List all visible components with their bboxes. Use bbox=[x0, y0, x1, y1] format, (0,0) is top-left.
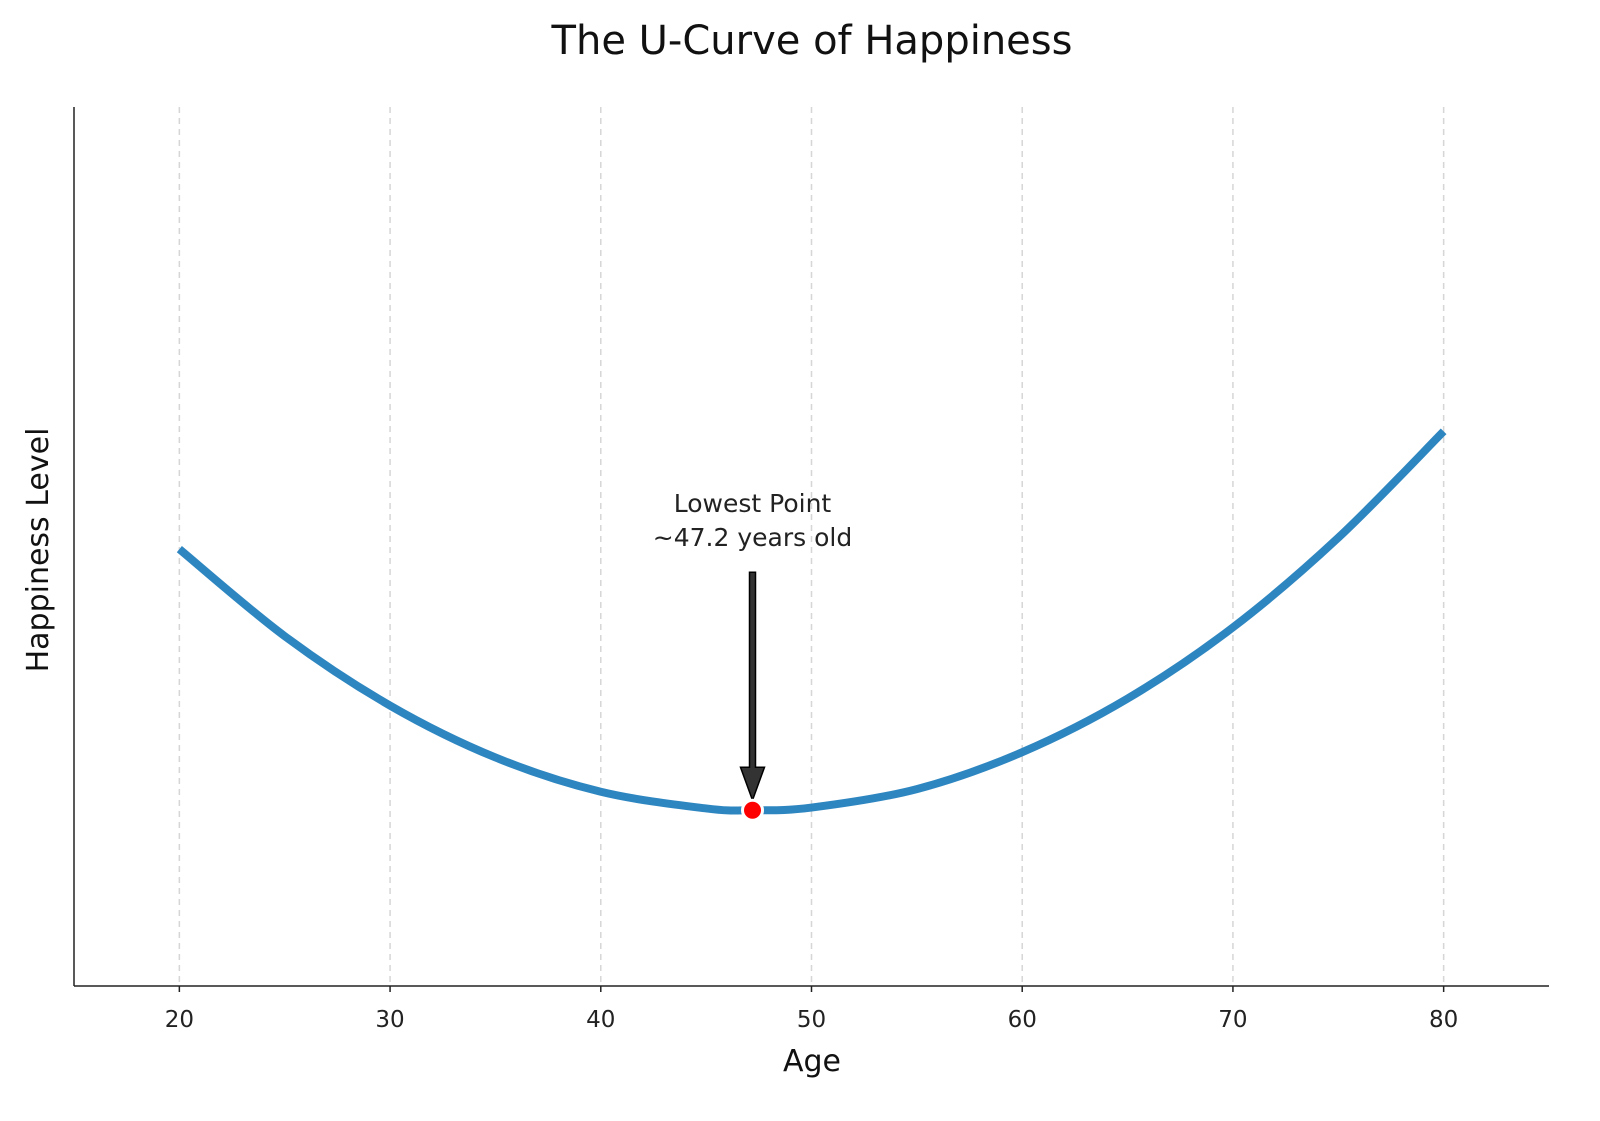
x-tick-label: 60 bbox=[1008, 1007, 1037, 1033]
annotation-arrow bbox=[739, 571, 766, 803]
x-tick-label: 70 bbox=[1218, 1007, 1247, 1033]
series-curve-group bbox=[176, 428, 1447, 815]
x-tick-label: 40 bbox=[586, 1007, 615, 1033]
annotation-line-1: Lowest Point bbox=[674, 489, 832, 518]
chart-title: The U-Curve of Happiness bbox=[551, 18, 1073, 64]
x-tick-label: 80 bbox=[1429, 1007, 1458, 1033]
happiness-curve bbox=[176, 428, 1447, 815]
x-tick-label: 50 bbox=[797, 1007, 826, 1033]
grid-lines bbox=[178, 107, 1445, 986]
lowest-point-marker bbox=[741, 798, 764, 822]
x-ticks: 20 30 40 50 60 70 80 bbox=[165, 986, 1458, 1033]
x-axis-label: Age bbox=[783, 1044, 841, 1079]
y-axis-label: Happiness Level bbox=[21, 428, 56, 673]
annotation-line-2: ~47.2 years old bbox=[653, 523, 852, 552]
x-tick-label: 20 bbox=[165, 1007, 194, 1033]
x-tick-label: 30 bbox=[375, 1007, 404, 1033]
